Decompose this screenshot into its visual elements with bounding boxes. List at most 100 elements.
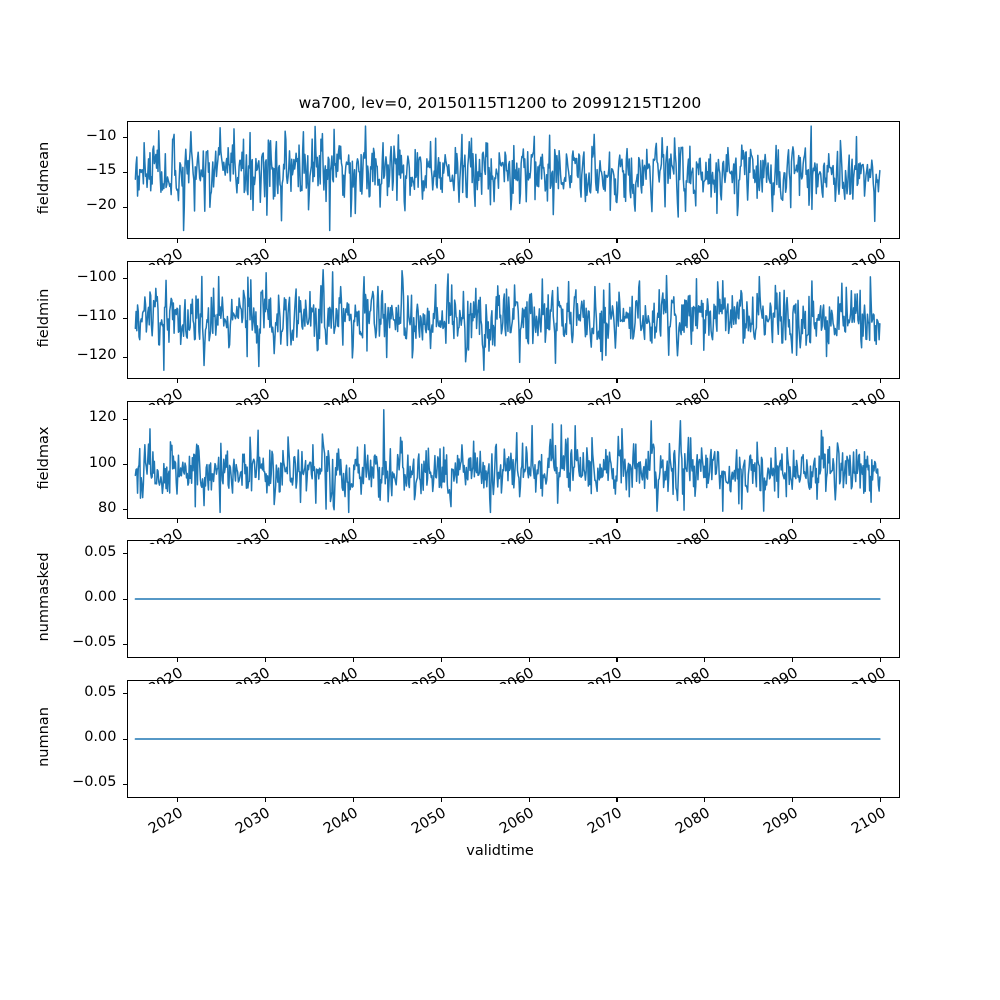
x-tick-mark-fieldmean-4 xyxy=(528,239,530,243)
x-tick-mark-fieldmean-8 xyxy=(880,239,882,243)
y-tick-mark-numnan-0 xyxy=(122,693,127,695)
x-tick-mark-fieldmax-5 xyxy=(616,519,618,523)
x-tick-mark-fieldmean-3 xyxy=(440,239,442,243)
x-tick-mark-fieldmax-0 xyxy=(176,519,179,523)
x-tick-mark-fieldmean-2 xyxy=(352,239,354,243)
y-tick-label-fieldmin-2: −120 xyxy=(76,347,117,364)
x-tick-mark-nummasked-7 xyxy=(792,658,794,662)
y-tick-mark-fieldmean-2 xyxy=(122,206,127,208)
x-tick-mark-fieldmax-3 xyxy=(440,519,442,523)
subplot-fieldmin xyxy=(126,261,900,379)
x-tick-label-numnan-5: 2070 xyxy=(585,805,625,838)
x-tick-mark-fieldmax-4 xyxy=(528,519,530,523)
x-tick-label-numnan-0: 2020 xyxy=(145,805,186,838)
figure-title: wa700, lev=0, 20150115T1200 to 20991215T… xyxy=(298,94,702,112)
series-numnan xyxy=(128,681,900,797)
y-tick-mark-numnan-2 xyxy=(122,783,127,785)
x-tick-mark-fieldmax-1 xyxy=(264,519,266,523)
x-tick-mark-nummasked-0 xyxy=(176,658,179,662)
x-tick-mark-numnan-6 xyxy=(704,798,706,802)
y-axis-label-nummasked: nummasked xyxy=(35,552,52,642)
y-tick-label-numnan-0: 0.05 xyxy=(84,683,117,700)
x-tick-mark-numnan-1 xyxy=(264,798,266,802)
x-tick-mark-numnan-3 xyxy=(440,798,442,802)
x-tick-mark-nummasked-6 xyxy=(704,658,706,662)
x-tick-mark-nummasked-1 xyxy=(264,658,266,662)
subplot-numnan xyxy=(126,680,900,798)
x-tick-mark-fieldmean-1 xyxy=(264,239,266,243)
x-tick-label-numnan-2: 2040 xyxy=(321,805,362,838)
y-tick-mark-nummasked-0 xyxy=(122,553,127,555)
x-tick-label-numnan-7: 2090 xyxy=(760,805,801,838)
x-tick-mark-numnan-7 xyxy=(792,798,794,802)
y-tick-label-fieldmin-1: −110 xyxy=(76,308,117,325)
x-tick-mark-fieldmin-1 xyxy=(264,379,266,383)
x-tick-mark-fieldmax-7 xyxy=(792,519,794,523)
y-tick-label-numnan-1: 0.00 xyxy=(84,729,117,745)
x-tick-mark-nummasked-3 xyxy=(440,658,442,662)
y-tick-mark-nummasked-1 xyxy=(122,598,127,600)
y-axis-label-fieldmax: fieldmax xyxy=(35,426,52,490)
x-tick-mark-fieldmax-6 xyxy=(704,519,706,523)
x-tick-mark-nummasked-2 xyxy=(352,658,354,662)
x-tick-mark-numnan-4 xyxy=(528,798,530,802)
x-tick-mark-fieldmax-8 xyxy=(880,519,882,523)
y-tick-label-nummasked-2: −0.05 xyxy=(72,634,117,651)
x-axis-label: validtime xyxy=(466,843,534,859)
y-tick-mark-numnan-1 xyxy=(122,738,127,740)
y-tick-mark-fieldmin-1 xyxy=(122,317,127,319)
y-tick-label-fieldmax-1: 100 xyxy=(88,454,117,471)
x-tick-mark-nummasked-5 xyxy=(616,658,618,662)
series-fieldmax xyxy=(128,402,900,518)
x-tick-mark-nummasked-4 xyxy=(528,658,530,662)
series-fieldmean xyxy=(128,122,900,238)
y-tick-label-fieldmax-2: 80 xyxy=(98,499,117,516)
y-tick-label-nummasked-0: 0.05 xyxy=(84,543,117,560)
y-axis-label-numnan: numnan xyxy=(35,707,52,767)
y-axis-label-fieldmin: fieldmin xyxy=(35,288,52,348)
subplot-fieldmax xyxy=(126,401,900,519)
x-tick-label-numnan-4: 2060 xyxy=(497,805,538,838)
series-fieldmin xyxy=(128,262,900,378)
y-tick-label-fieldmean-2: −20 xyxy=(85,197,117,214)
y-axis-label-fieldmean: fieldmean xyxy=(35,141,52,215)
x-tick-mark-fieldmin-0 xyxy=(176,379,179,383)
y-tick-label-fieldmin-0: −100 xyxy=(76,268,117,285)
y-tick-label-fieldmax-0: 120 xyxy=(88,409,117,426)
y-tick-mark-nummasked-2 xyxy=(122,643,127,645)
x-tick-mark-fieldmin-6 xyxy=(704,379,706,383)
x-tick-mark-nummasked-8 xyxy=(880,658,882,662)
subplot-nummasked xyxy=(126,540,900,658)
x-tick-mark-fieldmin-3 xyxy=(440,379,442,383)
y-tick-mark-fieldmin-2 xyxy=(122,356,127,358)
y-tick-mark-fieldmean-1 xyxy=(122,171,127,173)
x-tick-mark-fieldmean-5 xyxy=(616,239,618,243)
x-tick-mark-fieldmin-5 xyxy=(616,379,618,383)
x-tick-mark-fieldmean-7 xyxy=(792,239,794,243)
x-tick-label-numnan-6: 2080 xyxy=(672,805,713,838)
y-tick-label-fieldmean-0: −10 xyxy=(85,127,117,144)
x-tick-mark-numnan-2 xyxy=(352,798,354,802)
x-tick-mark-fieldmean-6 xyxy=(704,239,706,243)
x-tick-label-numnan-3: 2050 xyxy=(409,805,450,838)
y-tick-label-numnan-2: −0.05 xyxy=(72,774,117,791)
y-tick-mark-fieldmax-0 xyxy=(122,418,127,420)
x-tick-label-numnan-1: 2030 xyxy=(233,805,274,838)
y-tick-mark-fieldmean-0 xyxy=(122,137,127,139)
x-tick-mark-fieldmin-2 xyxy=(352,379,354,383)
x-tick-mark-numnan-8 xyxy=(880,798,882,802)
series-nummasked xyxy=(128,541,900,657)
y-tick-label-fieldmean-1: −15 xyxy=(85,162,117,179)
x-tick-mark-fieldmin-8 xyxy=(880,379,882,383)
subplot-fieldmean xyxy=(126,121,900,239)
y-tick-mark-fieldmin-0 xyxy=(122,278,127,280)
y-tick-mark-fieldmax-1 xyxy=(122,464,127,466)
x-tick-mark-fieldmin-4 xyxy=(528,379,530,383)
x-tick-mark-numnan-5 xyxy=(616,798,618,802)
x-tick-mark-numnan-0 xyxy=(176,798,179,802)
x-tick-mark-fieldmin-7 xyxy=(792,379,794,383)
y-tick-mark-fieldmax-2 xyxy=(122,509,127,511)
x-tick-label-numnan-8: 2100 xyxy=(848,805,889,838)
y-tick-label-nummasked-1: 0.00 xyxy=(84,589,117,605)
